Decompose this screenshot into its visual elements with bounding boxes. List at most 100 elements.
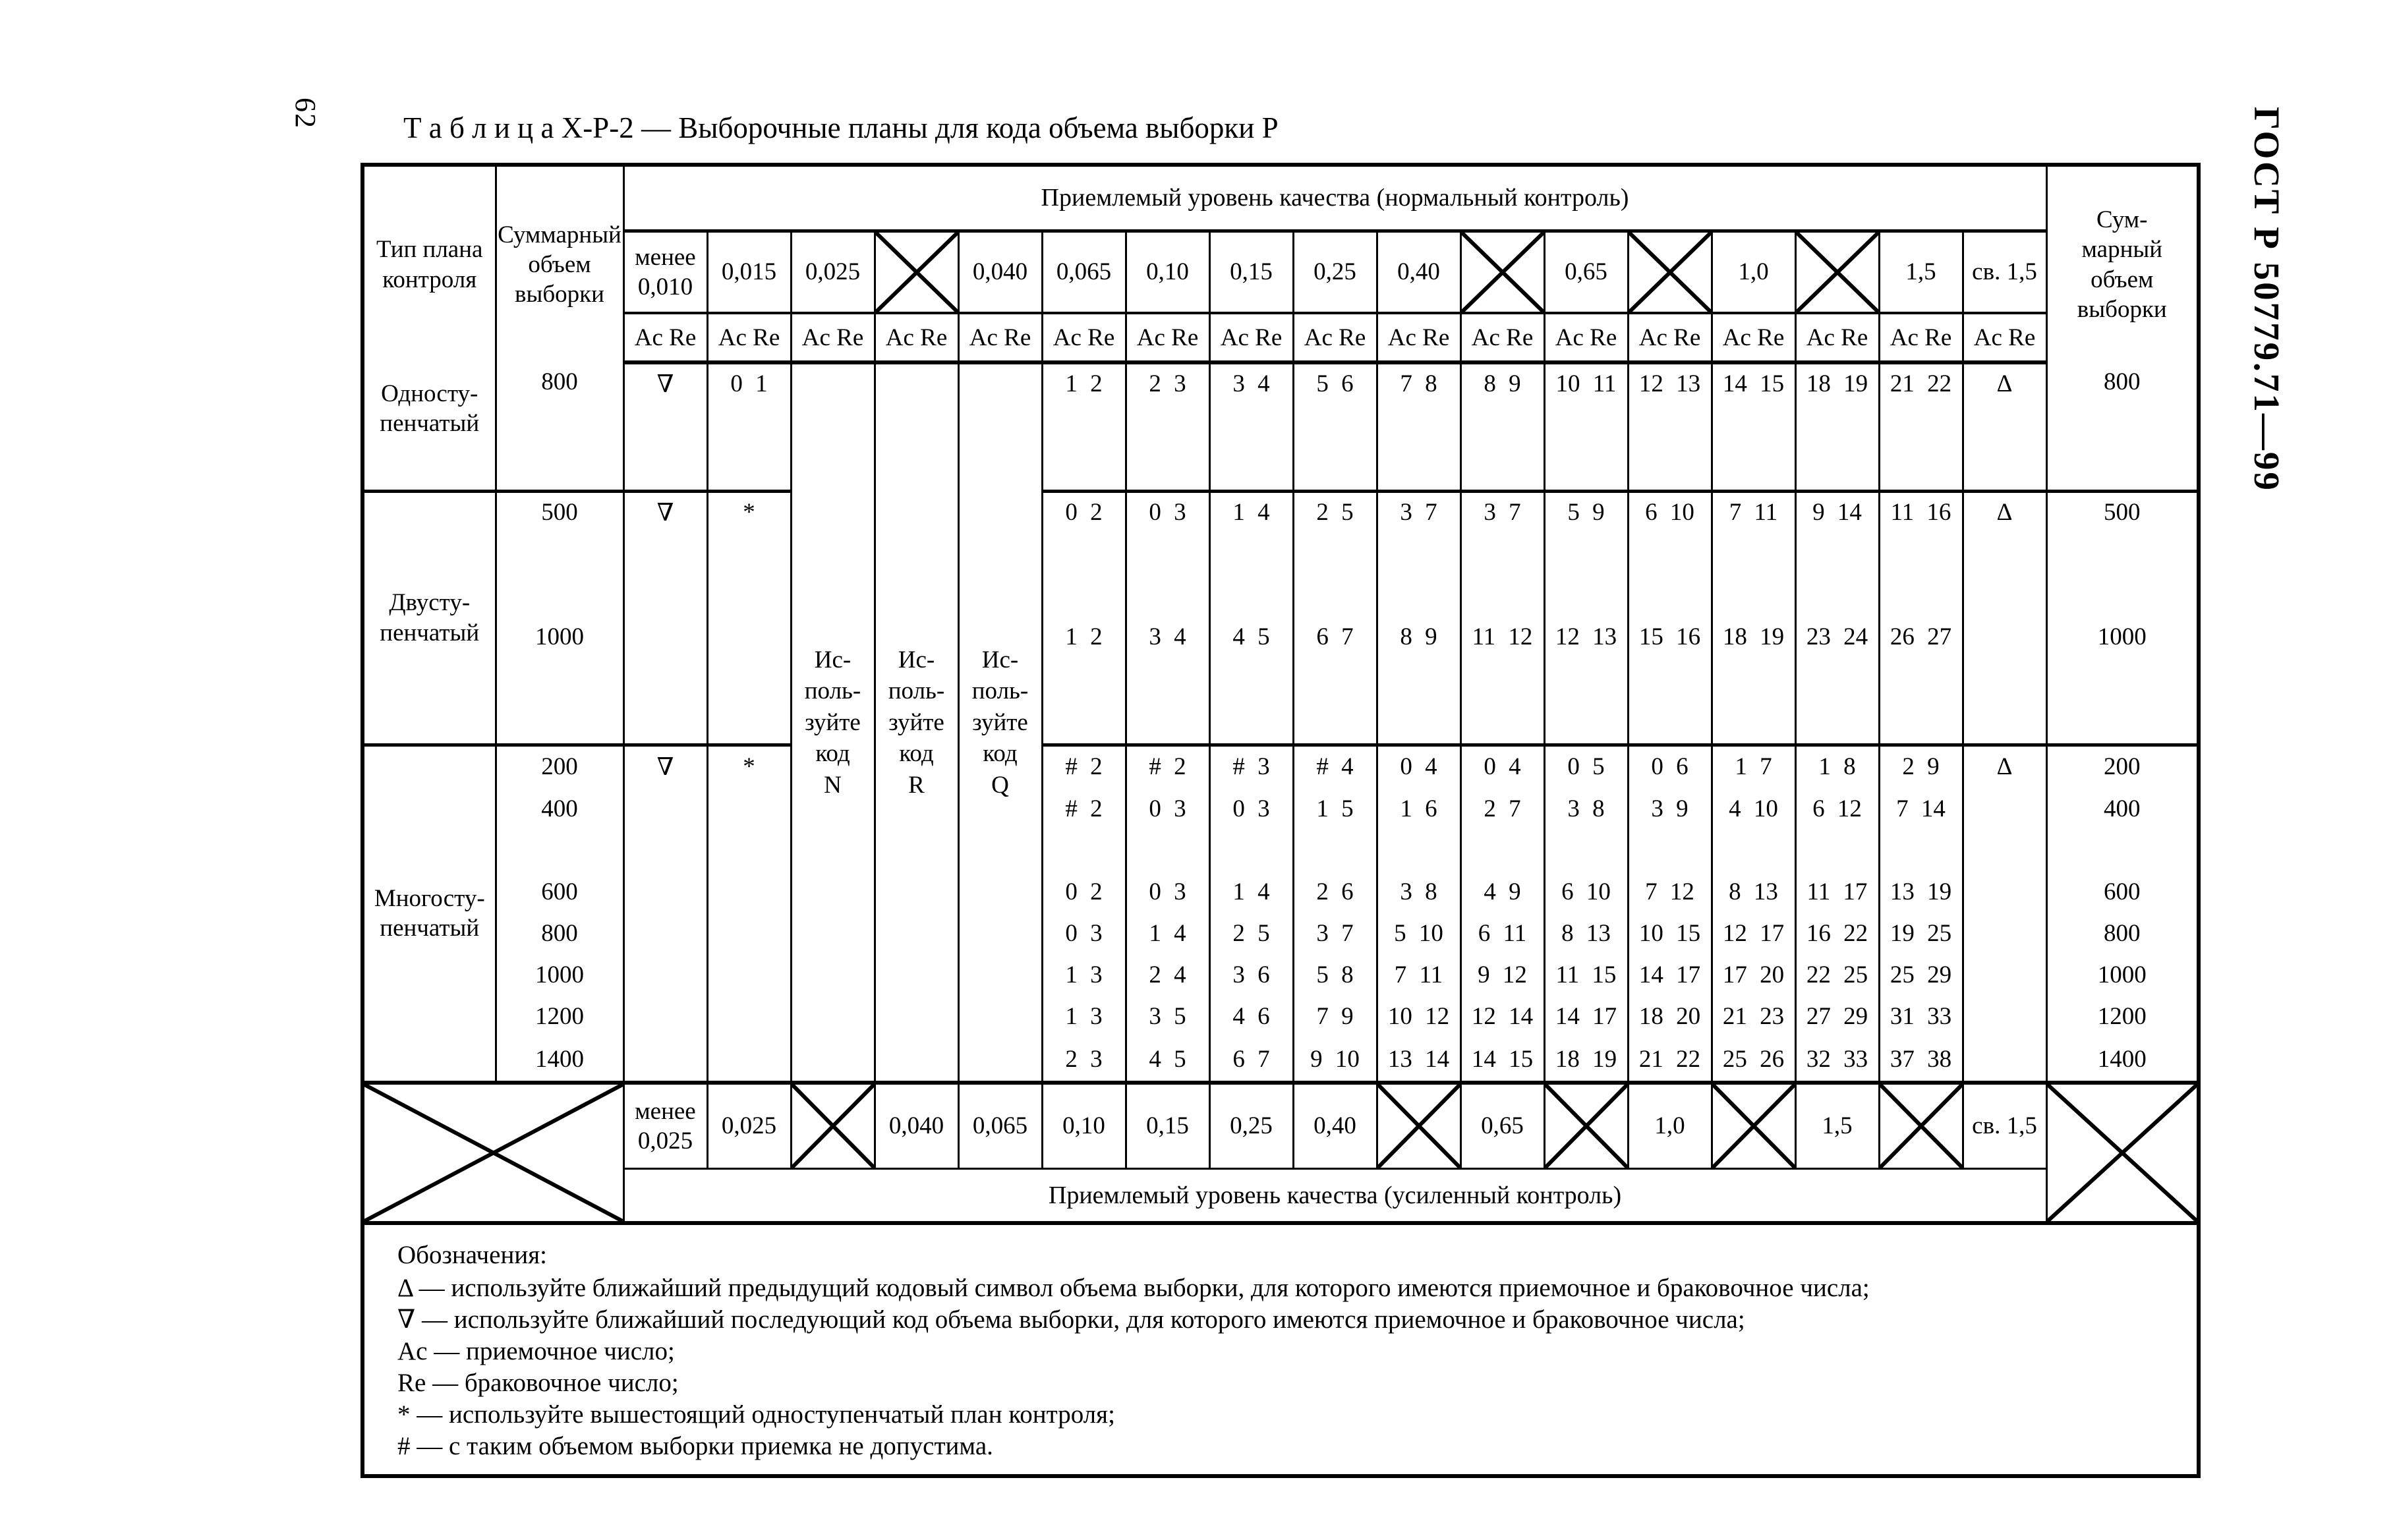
data-row-multi-1000: 1000 1 3 2 4 3 6 5 8 7 11 9 12 11 15 14 … [362,954,2200,996]
aql-cell: 0,025 [706,1081,792,1170]
acre-cell: 11 17 [1794,871,1880,913]
symbol-cell [622,871,708,913]
aql-cell: 0,065 [957,1081,1043,1170]
use-code-q: Ис- поль- зуйте код Q [971,646,1029,799]
acre-header-cell: Ac Re [1961,313,2048,364]
aql-cell: менее 0,025 [622,1081,708,1170]
acre-cell: 7 11 [1375,954,1462,996]
acre-cell: 27 29 [1794,996,1880,1037]
acre-cell: 12 14 [1459,996,1545,1037]
aql-cell: 0,10 [1041,1081,1127,1170]
acre-cell: 32 33 [1794,1037,1880,1083]
acre-cell: 19 25 [1878,913,1964,954]
sum-size-cell: 200 [2045,743,2200,787]
plan-type-header: Тип плана контроля [361,165,497,362]
tightened-control-band: Приемлемый уровень качества (усиленный к… [622,1168,2048,1223]
acre-cell: 0 1 [706,362,792,491]
header-band-row: Тип плана контроля Суммарный объем выбор… [361,165,2200,362]
sum-size-cell: 400 [494,787,625,830]
acre-cell: 17 20 [1710,954,1797,996]
acre-cell: 12 17 [1710,913,1797,954]
acre-header-cell: Ac Re [1041,313,1127,364]
acre-cell: 6 7 [1292,567,1378,745]
table-title: Т а б л и ц а X-P-2 — Выборочные планы д… [403,111,1279,144]
legend-item-nabla: ∇ — используйте ближайший последующий ко… [397,1305,1745,1334]
normal-control-band: Приемлемый уровень качества (нормальный … [622,165,2048,233]
acre-cell: 25 29 [1878,954,1964,996]
acre-cell: 0 3 [1124,489,1211,567]
use-code-cell: Ис- поль- зуйте код Q [957,362,1043,1083]
acre-cell: 0 2 [1041,871,1127,913]
sum-size-right-header: Сум- марный объем выборки [2045,165,2200,362]
symbol-cell [622,787,708,830]
acre-cell: 7 12 [1627,871,1713,913]
sum-size-cell: 600 [494,871,625,913]
acre-header-cell: Ac Re [1292,313,1378,364]
acre-cell: 11 15 [1543,954,1629,996]
aql-cell: св. 1,5 [1961,1081,2048,1170]
aql-cell: 0,65 [1459,1081,1545,1170]
acre-cell: 0 4 [1459,743,1545,787]
acre-cell: 14 17 [1543,996,1629,1037]
acre-cell: 2 5 [1292,489,1378,567]
symbol-cell [706,567,792,745]
sum-size-cell: 200 [494,743,625,787]
symbol-cell [1961,954,2048,996]
aql-cell: 0,25 [1292,231,1378,314]
acre-cell: 5 10 [1375,913,1462,954]
x-mark-icon [792,1085,874,1168]
acre-cell: 3 8 [1543,787,1629,830]
crossed-aql-cell [1459,231,1545,314]
symbol-cell [706,787,792,830]
x-mark-icon [364,1085,623,1221]
use-code-n: Ис- поль- зуйте код N [804,646,861,799]
symbol-cell [1961,996,2048,1037]
aql-cell: 0,15 [1208,231,1294,314]
acre-cell: 37 38 [1878,1037,1964,1083]
acre-cell: 0 3 [1124,871,1211,913]
acre-cell: 21 22 [1878,362,1964,491]
sum-size-cell: 800 [2045,362,2200,491]
acre-cell: 12 13 [1627,362,1713,491]
x-mark-icon [1797,233,1878,312]
acre-cell: 6 10 [1543,871,1629,913]
aql-cell: 0,025 [790,231,876,314]
standard-number-sidebar: ГОСТ Р 50779.71—99 [2247,107,2287,492]
acre-cell: 3 7 [1292,913,1378,954]
acre-cell: 1 4 [1124,913,1211,954]
acre-cell: 6 10 [1627,489,1713,567]
acre-cell: 5 9 [1543,489,1629,567]
crossed-aql-cell [1710,1081,1797,1170]
acre-cell: 14 15 [1459,1037,1545,1083]
symbol-cell [622,954,708,996]
acre-cell: 1 3 [1041,996,1127,1037]
acre-cell: 8 13 [1543,913,1629,954]
acre-cell: 1 4 [1208,871,1294,913]
acre-cell: 6 7 [1208,1037,1294,1083]
acre-cell: 4 10 [1710,787,1797,830]
acre-cell: 0 3 [1208,787,1294,830]
acre-cell: # 2 [1124,743,1211,787]
aql-cell: 0,10 [1124,231,1211,314]
crossed-aql-cell [1878,1081,1964,1170]
acre-cell: 6 12 [1794,787,1880,830]
acre-cell: 3 4 [1208,362,1294,491]
acre-cell: 3 6 [1208,954,1294,996]
acre-cell: 1 6 [1375,787,1462,830]
acre-cell: 3 9 [1627,787,1713,830]
acre-cell: 1 2 [1041,567,1127,745]
acre-cell: 10 12 [1375,996,1462,1037]
data-row-multi-1200: 1200 1 3 3 5 4 6 7 9 10 12 12 14 14 17 1… [362,996,2200,1037]
acre-cell: 14 17 [1627,954,1713,996]
plan-type-cell: Односту- пенчатый [361,362,497,491]
acre-cell: 1 2 [1041,362,1127,491]
plan-type-cell: Многосту- пенчатый [361,743,497,1083]
spacer-row [362,830,2200,871]
symbol-cell [1961,871,2048,913]
acre-cell: 18 19 [1710,567,1797,745]
acre-cell: 8 9 [1459,362,1545,491]
use-code-r: Ис- поль- зуйте код R [888,646,945,799]
acre-cell: # 4 [1292,743,1378,787]
crossed-aql-cell [1543,1081,1629,1170]
acre-cell: 1 8 [1794,743,1880,787]
